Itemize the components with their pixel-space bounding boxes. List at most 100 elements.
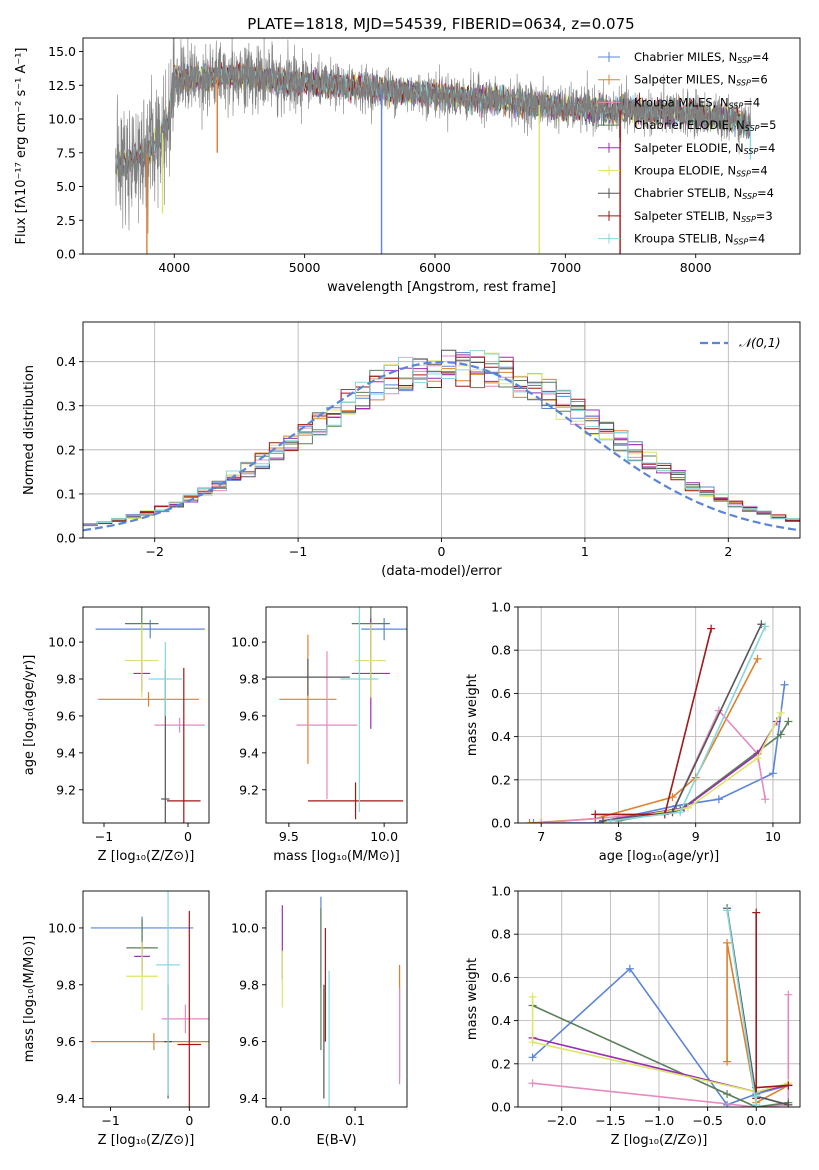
weight-line-kroupa-elodie	[531, 996, 789, 1093]
y-tick-label: 0.8	[491, 927, 511, 942]
y-axis-label: age [log₁₀(age/yr)]	[22, 655, 37, 776]
weight-line-kroupa-stelib	[726, 910, 757, 1105]
x-tick-label: 8000	[680, 260, 712, 275]
x-tick-label: 6000	[419, 260, 451, 275]
weight-marker-kroupa-stelib	[723, 906, 732, 915]
weight-marker-salpeter-miles	[753, 654, 762, 663]
y-tick-label: 10.0	[231, 920, 259, 935]
chart-spectrum: 4000 5000 6000 7000 8000 0.0 2.5 5.0 7.5 10.0 12.5…	[14, 37, 801, 295]
weight-line-chabrier-elodie	[532, 1004, 789, 1107]
weight-marker-chabrier-miles	[768, 769, 777, 778]
axes-frame	[82, 890, 210, 1108]
y-tick-label: 9.4	[239, 745, 259, 760]
y-tick-label: 10.0	[48, 112, 76, 127]
y-tick-label: 15.0	[48, 44, 76, 59]
weight-marker-chabrier-miles	[625, 964, 634, 973]
x-tick-label: 9	[692, 829, 700, 844]
y-axis-label: mass [log₁₀(M/M⊙)]	[22, 936, 37, 1063]
weight-line-salpeter-miles	[726, 942, 789, 1104]
axes-frame	[265, 606, 408, 824]
weight-marker-kroupa-elodie	[753, 754, 762, 763]
x-tick-label: 0.0	[271, 1113, 291, 1128]
legend-label-kroupa-stelib: Kroupa STELIB, NSSP=4	[634, 232, 765, 247]
weight-marker-chabrier-miles	[528, 1053, 537, 1062]
weight-marker-salpeter-stelib	[752, 908, 761, 917]
x-tick-label: −1.0	[644, 1113, 674, 1128]
y-tick-label: 9.8	[56, 977, 76, 992]
x-tick-label: 8	[614, 829, 622, 844]
weight-marker-salpeter-miles	[525, 819, 534, 823]
y-tick-label: 5.0	[56, 179, 76, 194]
x-tick-label: 0	[438, 544, 446, 559]
x-tick-label: −1.5	[595, 1113, 625, 1128]
x-tick-label: −2	[145, 544, 163, 559]
y-axis-label: mass weight	[465, 958, 480, 1040]
y-tick-label: 0.3	[56, 398, 76, 413]
weight-marker-kroupa-stelib	[752, 1092, 761, 1101]
chart-weight_vs_Z: −2.0 −1.5 −1.0 −0.5 0.0 0.0 0.2 0.4 0.6 0.8 1.0 Z […	[465, 884, 801, 1148]
weight-marker-kroupa-miles	[537, 819, 546, 823]
y-tick-label: 2.5	[56, 213, 76, 228]
x-tick-label: 4000	[158, 260, 190, 275]
axes-frame	[82, 37, 801, 255]
weight-marker-salpeter-stelib	[707, 624, 716, 633]
y-tick-label: 0.6	[491, 686, 511, 701]
plot-area	[525, 620, 793, 823]
y-tick-label: 9.2	[56, 782, 76, 797]
y-tick-label: 0.2	[491, 1056, 511, 1071]
weight-marker-salpeter-miles	[723, 938, 732, 947]
y-tick-label: 0.0	[491, 1100, 511, 1115]
legend-label-chabrier-miles: Chabrier MILES, NSSP=4	[634, 50, 769, 65]
x-tick-label: 2	[724, 544, 732, 559]
y-tick-label: 0.4	[491, 1013, 511, 1028]
y-tick-label: 9.6	[239, 708, 259, 723]
legend-label-salpeter-miles: Salpeter MILES, NSSP=6	[634, 73, 768, 88]
axes-frame	[517, 606, 801, 824]
weight-line-salpeter-miles	[529, 658, 759, 823]
y-tick-label: 12.5	[48, 78, 76, 93]
x-tick-label: −1	[289, 544, 307, 559]
weight-marker-chabrier-elodie	[784, 717, 793, 726]
plot-area	[115, 38, 752, 254]
weight-marker-chabrier-miles	[529, 819, 538, 823]
legend-label-kroupa-elodie: Kroupa ELODIE, NSSP=4	[634, 164, 768, 179]
weight-line-kroupa-miles	[541, 709, 766, 823]
y-tick-label: 0.2	[491, 772, 511, 787]
y-tick-label: 10.0	[48, 635, 76, 650]
x-axis-label: Z [log₁₀(Z/Z⊙)]	[98, 1133, 195, 1148]
weight-marker-kroupa-miles	[761, 795, 770, 804]
plot-area	[90, 891, 209, 1107]
legend-label-chabrier-elodie: Chabrier ELODIE, NSSP=5	[634, 118, 776, 133]
y-tick-label: 0.1	[56, 486, 76, 501]
x-tick-label: 5000	[289, 260, 321, 275]
y-tick-label: 10.0	[231, 635, 259, 650]
x-tick-label: −0.5	[692, 1113, 722, 1128]
legend-label-salpeter-elodie: Salpeter ELODIE, NSSP=4	[634, 141, 775, 156]
axes-frame	[82, 606, 210, 824]
x-tick-label: 10	[765, 829, 781, 844]
figure-title: PLATE=1818, MJD=54539, FIBERID=0634, z=0…	[247, 15, 634, 33]
histogram-kroupa-stelib	[83, 350, 800, 526]
weight-marker-kroupa-elodie	[683, 803, 692, 812]
x-tick-label: 0	[184, 829, 192, 844]
y-tick-label: 0.4	[56, 354, 76, 369]
weight-marker-kroupa-elodie	[528, 1038, 537, 1047]
weight-marker-chabrier-stelib	[598, 816, 607, 823]
x-axis-label: (data-model)/error	[381, 564, 502, 579]
x-tick-label: 9.5	[279, 829, 299, 844]
weight-marker-chabrier-stelib	[784, 1100, 793, 1107]
y-axis-label: Normed distribution	[22, 365, 37, 495]
x-axis-label: age [log₁₀(age/yr)]	[599, 849, 720, 864]
y-axis-label: Flux [fλ10⁻¹⁷ erg cm⁻² s⁻¹ A⁻¹]	[14, 48, 29, 245]
weight-marker-kroupa-miles	[528, 1079, 537, 1088]
y-tick-label: 9.4	[56, 1091, 76, 1106]
y-tick-label: 1.0	[491, 600, 511, 615]
y-tick-label: 0.8	[491, 643, 511, 658]
weight-line-chabrier-stelib	[602, 623, 763, 822]
y-tick-label: 9.2	[239, 782, 259, 797]
x-axis-label: wavelength [Angstrom, rest frame]	[327, 280, 556, 295]
weight-line-salpeter-stelib	[595, 628, 712, 816]
y-tick-label: 7.5	[56, 145, 76, 160]
chart-mass_vs_Z: −1 0 9.4 9.6 9.8 10.0 Z [log₁₀(Z/Z⊙)] mass [log…	[22, 890, 210, 1148]
y-tick-label: 0.0	[56, 531, 76, 546]
